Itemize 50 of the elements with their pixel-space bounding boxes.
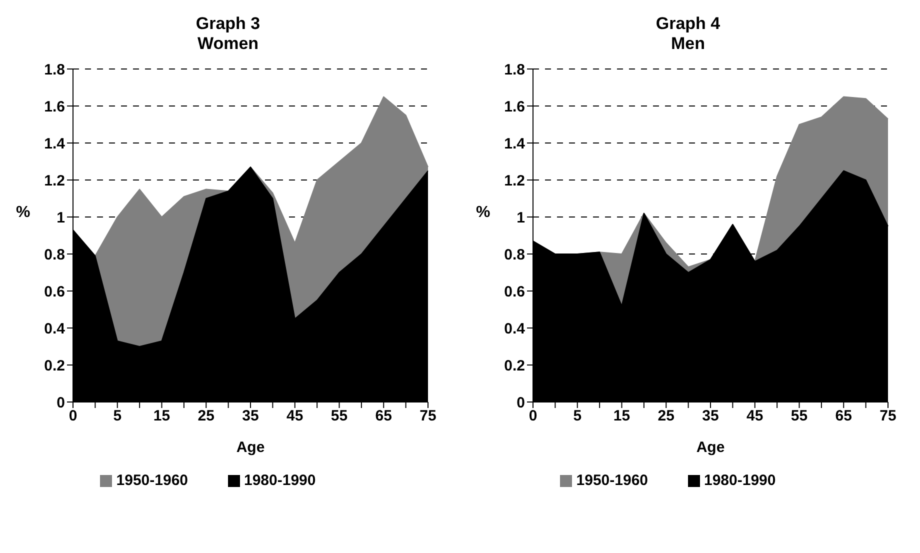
x-tick-label: 35 (702, 408, 719, 425)
x-tick-label: 0 (528, 408, 538, 425)
y-tick-label: 1.4 (504, 135, 526, 152)
y-tick-label: 1 (516, 209, 525, 226)
y-tick-label: 0.2 (44, 357, 65, 374)
y-tick-label: 0.8 (44, 246, 65, 264)
x-axis-title: Age (696, 439, 725, 456)
x-tick-label: 65 (835, 408, 852, 425)
x-tick-label: 0 (68, 408, 78, 425)
y-tick-label: 1.4 (44, 135, 66, 152)
y-tick-label: 1.2 (504, 172, 525, 190)
x-tick-label: 15 (153, 408, 170, 425)
y-tick-label: 1.6 (504, 98, 525, 116)
y-tick-label: 0.4 (504, 320, 526, 338)
chart-title: Graph 3 (194, 14, 262, 34)
x-tick-label: 45 (286, 408, 304, 425)
x-tick-label: 5 (113, 408, 122, 425)
chart-title: Graph 4 (654, 14, 722, 34)
y-tick-label: 0 (516, 394, 525, 412)
x-tick-label: 25 (658, 408, 674, 425)
x-axis-title: Age (236, 439, 265, 456)
x-tick-label: 25 (198, 408, 214, 425)
y-axis-title: % (16, 204, 30, 222)
chart-subtitle: Men (670, 34, 706, 54)
legend-label: 1950-1960 (116, 472, 188, 489)
chart-subtitle: Women (196, 34, 260, 54)
x-tick-label: 75 (880, 408, 896, 425)
legend-label: 1950-1960 (576, 472, 648, 489)
legend-label: 1980-1990 (704, 472, 776, 489)
x-tick-label: 45 (746, 408, 764, 425)
x-tick-label: 55 (790, 408, 808, 425)
y-tick-label: 1.8 (44, 61, 65, 78)
y-tick-label: 1 (56, 209, 65, 226)
y-tick-label: 1.2 (44, 172, 65, 190)
y-tick-label: 0.2 (504, 357, 525, 374)
y-tick-label: 1.6 (44, 98, 65, 116)
x-tick-label: 75 (420, 408, 436, 425)
y-tick-label: 0 (56, 394, 65, 412)
legend-label: 1980-1990 (244, 472, 316, 489)
x-tick-label: 5 (573, 408, 582, 425)
y-tick-label: 0.6 (44, 283, 65, 300)
x-tick-label: 55 (330, 408, 348, 425)
x-tick-label: 35 (242, 408, 259, 425)
y-tick-label: 0.8 (504, 246, 525, 264)
y-tick-label: 0.4 (44, 320, 66, 338)
x-tick-label: 65 (375, 408, 392, 425)
y-axis-title: % (476, 204, 490, 222)
y-tick-label: 1.8 (504, 61, 525, 78)
y-tick-label: 0.6 (504, 283, 525, 300)
x-tick-label: 15 (613, 408, 630, 425)
